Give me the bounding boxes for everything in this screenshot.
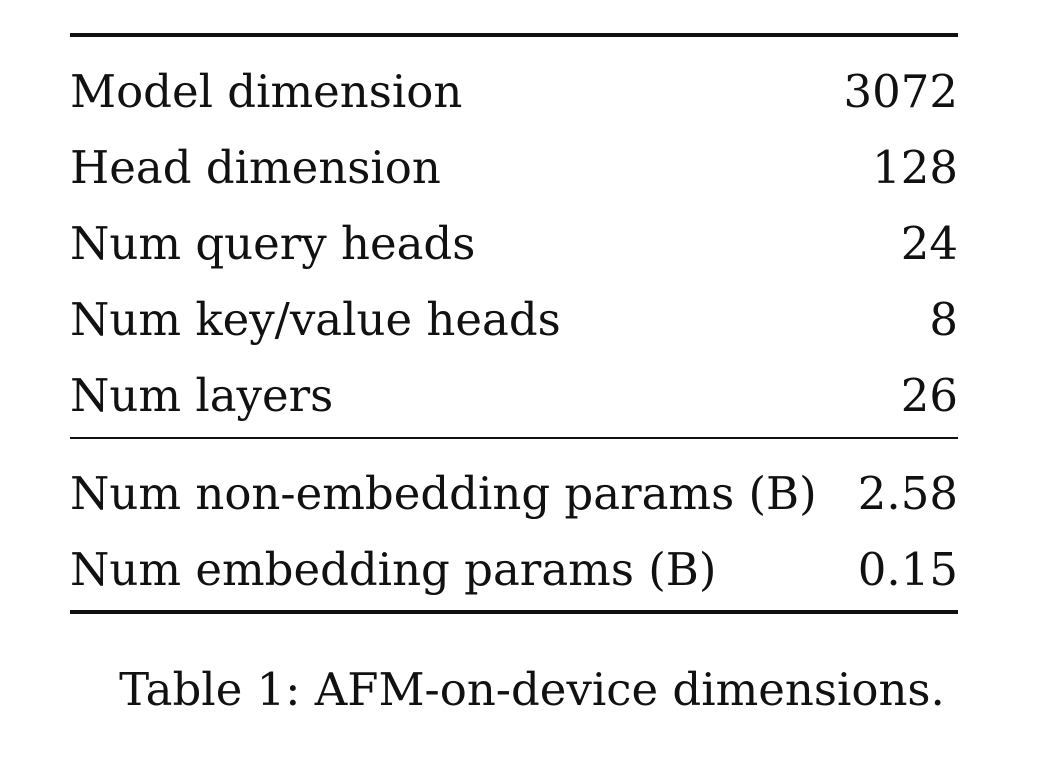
- dimensions-table: Model dimension 3072 Head dimension 128 …: [70, 33, 958, 614]
- table-row: Num layers 26: [70, 358, 958, 434]
- row-value: 24: [900, 217, 958, 270]
- row-value: 2.58: [857, 467, 958, 520]
- row-label: Num embedding params (B): [70, 543, 717, 596]
- table-row: Num query heads 24: [70, 206, 958, 282]
- row-value: 3072: [843, 65, 958, 118]
- bottom-rule: [70, 610, 958, 614]
- row-label: Head dimension: [70, 141, 441, 194]
- table-caption: Table 1: AFM-on-device dimensions.: [119, 663, 945, 716]
- table-row: Num non-embedding params (B) 2.58: [70, 456, 958, 532]
- row-value: 8: [929, 293, 958, 346]
- row-value: 26: [900, 369, 958, 422]
- row-value: 128: [872, 141, 958, 194]
- row-label: Num query heads: [70, 217, 476, 270]
- row-label: Num key/value heads: [70, 293, 561, 346]
- row-value: 0.15: [857, 543, 958, 596]
- row-label: Num layers: [70, 369, 334, 422]
- mid-rule: [70, 437, 958, 439]
- table-row: Num key/value heads 8: [70, 282, 958, 358]
- row-label: Model dimension: [70, 65, 463, 118]
- table-row: Num embedding params (B) 0.15: [70, 532, 958, 608]
- table-row: Model dimension 3072: [70, 54, 958, 130]
- row-label: Num non-embedding params (B): [70, 467, 817, 520]
- table-row: Head dimension 128: [70, 130, 958, 206]
- top-rule: [70, 33, 958, 37]
